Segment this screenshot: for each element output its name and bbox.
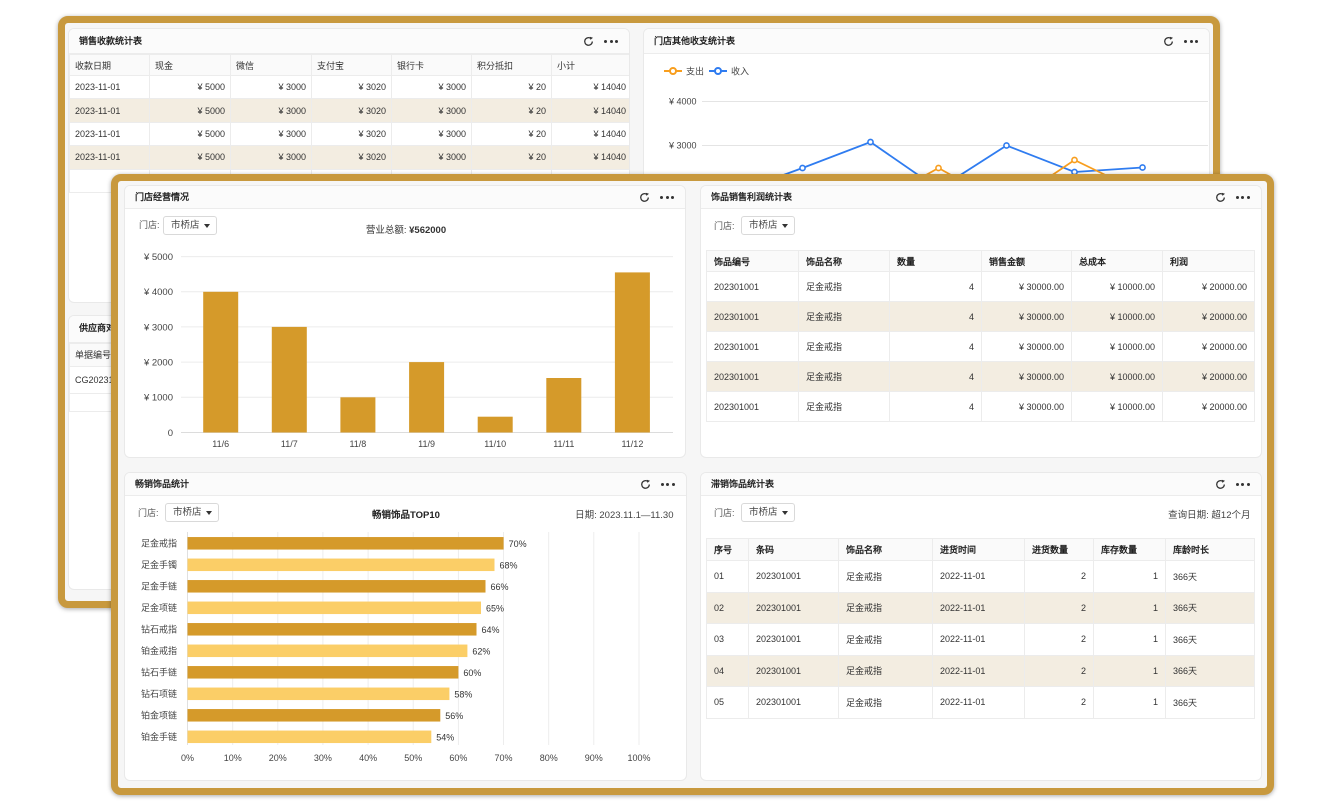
- svg-text:11/12: 11/12: [621, 439, 643, 449]
- svg-text:¥ 1000: ¥ 1000: [143, 393, 173, 404]
- svg-text:68%: 68%: [500, 560, 518, 570]
- svg-text:钻石手链: 钻石手链: [141, 666, 177, 677]
- svg-text:支出: 支出: [686, 66, 704, 77]
- svg-text:足金项链: 足金项链: [141, 602, 177, 613]
- svg-text:65%: 65%: [486, 603, 504, 613]
- svg-text:58%: 58%: [454, 689, 472, 699]
- svg-text:70%: 70%: [509, 539, 527, 549]
- svg-text:66%: 66%: [491, 582, 509, 592]
- svg-text:铂金戒指: 铂金戒指: [141, 645, 177, 656]
- svg-text:足金戒指: 足金戒指: [141, 537, 177, 548]
- svg-text:30%: 30%: [314, 753, 332, 763]
- svg-text:¥ 5000: ¥ 5000: [143, 252, 173, 263]
- svg-text:¥ 4000: ¥ 4000: [143, 287, 173, 298]
- svg-text:11/9: 11/9: [418, 439, 435, 449]
- svg-text:¥ 4000: ¥ 4000: [668, 97, 697, 107]
- svg-text:64%: 64%: [482, 625, 500, 635]
- svg-text:0%: 0%: [181, 753, 194, 763]
- svg-text:铂金手链: 铂金手链: [141, 731, 177, 742]
- svg-text:11/8: 11/8: [349, 439, 366, 449]
- svg-text:钻石戒指: 钻石戒指: [141, 623, 177, 634]
- svg-text:钻石项链: 钻石项链: [141, 688, 177, 699]
- svg-text:70%: 70%: [494, 753, 512, 763]
- svg-text:铂金项链: 铂金项链: [141, 709, 177, 720]
- svg-text:20%: 20%: [269, 753, 287, 763]
- svg-text:10%: 10%: [224, 753, 242, 763]
- svg-text:¥ 3000: ¥ 3000: [143, 322, 173, 333]
- svg-text:90%: 90%: [585, 753, 603, 763]
- svg-text:0: 0: [168, 428, 173, 439]
- svg-text:足金手链: 足金手链: [141, 580, 177, 591]
- svg-text:足金手镯: 足金手镯: [141, 559, 177, 570]
- svg-text:56%: 56%: [445, 711, 463, 721]
- svg-text:100%: 100%: [627, 753, 650, 763]
- svg-text:50%: 50%: [404, 753, 422, 763]
- svg-text:11/6: 11/6: [212, 439, 229, 449]
- svg-text:¥ 3000: ¥ 3000: [668, 141, 697, 151]
- svg-text:60%: 60%: [449, 753, 467, 763]
- svg-text:11/10: 11/10: [484, 439, 506, 449]
- svg-text:60%: 60%: [463, 668, 481, 678]
- svg-text:54%: 54%: [436, 732, 454, 742]
- svg-text:40%: 40%: [359, 753, 377, 763]
- svg-text:¥ 2000: ¥ 2000: [143, 358, 173, 369]
- svg-text:80%: 80%: [540, 753, 558, 763]
- svg-text:11/11: 11/11: [553, 439, 574, 449]
- svg-text:11/7: 11/7: [281, 439, 298, 449]
- svg-text:62%: 62%: [472, 646, 490, 656]
- svg-text:收入: 收入: [731, 66, 749, 77]
